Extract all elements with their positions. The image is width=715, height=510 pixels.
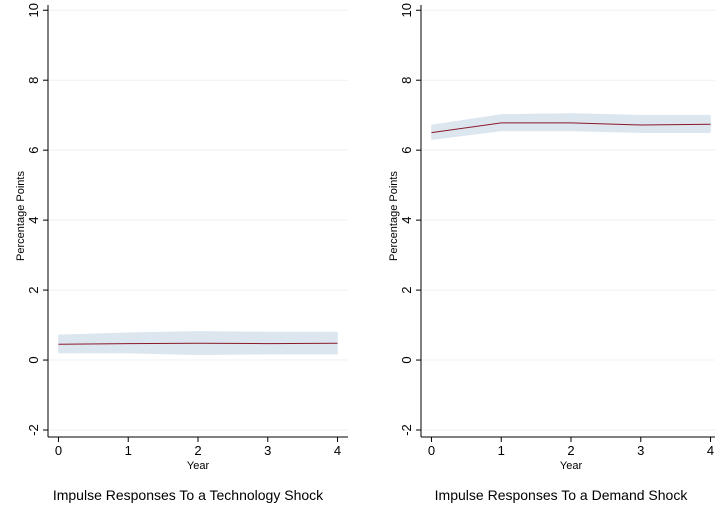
- y-tick-label: 10: [26, 3, 41, 17]
- chart-title: Impulse Responses To a Demand Shock: [435, 487, 689, 503]
- confidence-band: [431, 114, 502, 140]
- x-axis-label: Year: [187, 460, 210, 472]
- x-tick-label: 4: [334, 443, 341, 458]
- chart-title: Impulse Responses To a Technology Shock: [53, 487, 324, 503]
- y-tick-label: 4: [26, 217, 41, 224]
- y-axis-label: Percentage Points: [15, 171, 27, 261]
- y-tick-label: 0: [26, 356, 41, 363]
- y-tick-label: 6: [399, 147, 414, 154]
- x-axis-label: Year: [560, 460, 583, 472]
- line: [431, 122, 711, 134]
- x-tick-label: 0: [55, 443, 62, 458]
- y-tick-label: 0: [399, 356, 414, 363]
- y-tick-label: -2: [26, 424, 41, 436]
- y-tick-label: 8: [399, 77, 414, 84]
- x-tick-label: 2: [194, 443, 201, 458]
- y-tick-label: 4: [399, 217, 414, 224]
- x-tick-label: 3: [264, 443, 271, 458]
- x-tick-label: 3: [637, 443, 644, 458]
- confidence-band: [640, 114, 711, 133]
- y-tick-label: 2: [399, 286, 414, 293]
- y-tick-label: 2: [26, 286, 41, 293]
- y-tick-label: -2: [399, 424, 414, 436]
- x-tick-label: 4: [707, 443, 714, 458]
- y-tick-label: 8: [26, 77, 41, 84]
- x-tick-label: 2: [567, 443, 574, 458]
- x-tick-label: 0: [428, 443, 435, 458]
- y-tick-label: 6: [26, 147, 41, 154]
- x-tick-label: 1: [498, 443, 505, 458]
- y-tick-label: 10: [399, 3, 414, 17]
- y-axis-label: Percentage Points: [388, 171, 400, 261]
- x-tick-label: 1: [125, 443, 132, 458]
- confidence-band: [58, 332, 129, 354]
- line: [58, 342, 338, 345]
- confidence-band: [500, 113, 572, 132]
